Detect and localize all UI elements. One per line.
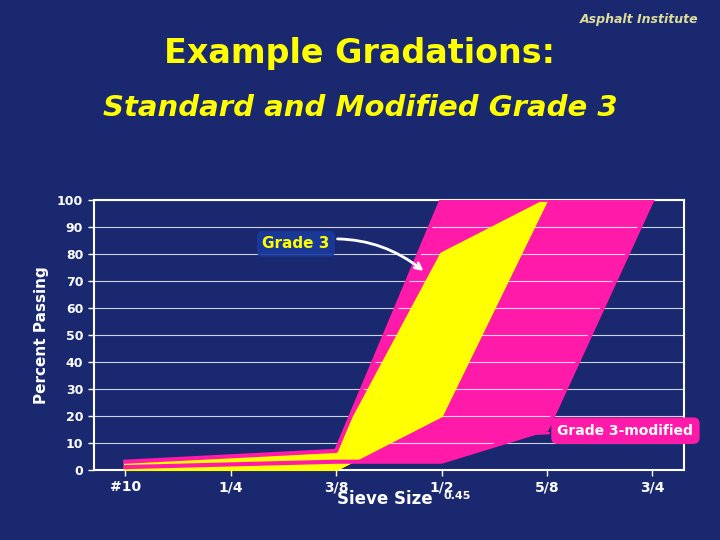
Text: Asphalt Institute: Asphalt Institute bbox=[580, 14, 698, 26]
Text: 0.45: 0.45 bbox=[444, 491, 471, 501]
Y-axis label: Percent Passing: Percent Passing bbox=[34, 266, 49, 404]
Text: Grade 3-modified: Grade 3-modified bbox=[500, 424, 693, 438]
Text: Sieve Size: Sieve Size bbox=[338, 490, 433, 509]
Text: Standard and Modified Grade 3: Standard and Modified Grade 3 bbox=[103, 94, 617, 122]
Text: Grade 3: Grade 3 bbox=[262, 237, 421, 269]
Text: Example Gradations:: Example Gradations: bbox=[164, 37, 556, 71]
